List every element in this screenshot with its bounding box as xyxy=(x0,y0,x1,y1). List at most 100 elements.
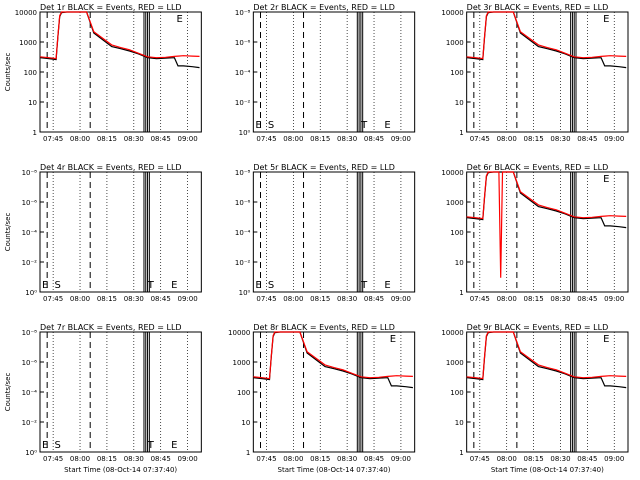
x-tick-label: 07:45 xyxy=(256,135,276,143)
event-label: T xyxy=(360,280,368,291)
x-axis-label: Start Time (08-Oct-14 07:37:40) xyxy=(491,466,604,474)
chart-panel-1: Det 1r BLACK = Events, RED = LLD 1 10 100 10… xyxy=(4,3,202,143)
y-tick-label: 10000 xyxy=(15,9,37,17)
y-tick-label: 10000 xyxy=(228,329,250,337)
y-tick-label: 10⁻² xyxy=(22,259,38,267)
x-tick-label: 08:30 xyxy=(337,135,357,143)
chart-title: Det 4r BLACK = Events, RED = LLD xyxy=(40,163,182,172)
x-tick-label: 08:15 xyxy=(310,455,330,463)
x-tick-label: 08:45 xyxy=(577,295,597,303)
event-label: S xyxy=(268,120,274,131)
event-label: E xyxy=(603,174,609,185)
y-tick-label: 10⁻² xyxy=(235,99,251,107)
event-label: E xyxy=(255,280,261,291)
y-axis-label: Counts/sec xyxy=(4,373,12,412)
y-tick-label: 1000 xyxy=(233,359,251,367)
x-tick-label: 09:00 xyxy=(604,295,624,303)
x-tick-label: 08:45 xyxy=(364,135,384,143)
y-tick-label: 10⁰ xyxy=(239,129,251,137)
chart-panel-6: Det 6r BLACK = Events, RED = LLD 1 10 100 10… xyxy=(441,163,629,303)
x-tick-label: 08:15 xyxy=(310,295,330,303)
x-tick-label: 08:45 xyxy=(577,455,597,463)
y-tick-label: 10000 xyxy=(441,169,463,177)
chart-panel-8: Det 8r BLACK = Events, RED = LLD 1 10 100 10… xyxy=(228,323,416,474)
event-label: E xyxy=(603,14,609,25)
chart-title: Det 7r BLACK = Events, RED = LLD xyxy=(40,323,182,332)
x-tick-label: 07:45 xyxy=(256,295,276,303)
x-tick-label: 08:00 xyxy=(283,295,303,303)
y-tick-label: 10 xyxy=(455,99,464,107)
y-tick-label: 1 xyxy=(459,449,463,457)
lld-series-line xyxy=(39,11,200,60)
x-tick-label: 07:45 xyxy=(470,135,490,143)
x-tick-label: 09:00 xyxy=(177,295,197,303)
x-tick-label: 09:00 xyxy=(391,455,411,463)
chart-title: Det 5r BLACK = Events, RED = LLD xyxy=(253,163,395,172)
event-label: E xyxy=(603,334,609,345)
x-axis-label: Start Time (08-Oct-14 07:37:40) xyxy=(64,466,177,474)
y-tick-label: 10 xyxy=(28,99,37,107)
y-tick-label: 10 xyxy=(455,419,464,427)
event-label: T xyxy=(147,280,155,291)
y-tick-label: 10 xyxy=(241,419,250,427)
x-tick-label: 09:00 xyxy=(604,135,624,143)
event-label: T xyxy=(147,440,155,451)
x-tick-label: 08:45 xyxy=(151,295,171,303)
x-tick-label: 08:00 xyxy=(283,455,303,463)
x-tick-label: 08:00 xyxy=(70,295,90,303)
x-tick-label: 09:00 xyxy=(604,455,624,463)
chart-title: Det 1r BLACK = Events, RED = LLD xyxy=(40,3,182,12)
y-tick-label: 100 xyxy=(450,389,463,397)
y-tick-label: 1 xyxy=(246,449,250,457)
x-axis-label: Start Time (08-Oct-14 07:37:40) xyxy=(278,466,391,474)
y-axis-label: Counts/sec xyxy=(4,213,12,252)
y-tick-label: 10⁰ xyxy=(25,289,37,297)
x-tick-label: 08:30 xyxy=(337,295,357,303)
chart-panel-2: Det 2r BLACK = Events, RED = LLD 10⁰ 10⁻² 1… xyxy=(235,3,416,143)
chart-title: Det 8r BLACK = Events, RED = LLD xyxy=(253,323,395,332)
x-tick-label: 07:45 xyxy=(43,135,63,143)
y-tick-label: 100 xyxy=(237,389,250,397)
x-tick-label: 08:00 xyxy=(70,455,90,463)
lld-series-line xyxy=(466,11,627,60)
x-tick-label: 08:15 xyxy=(523,455,543,463)
x-tick-label: 08:15 xyxy=(523,135,543,143)
x-tick-label: 08:00 xyxy=(283,135,303,143)
x-tick-label: 07:45 xyxy=(43,455,63,463)
event-label: S xyxy=(268,280,274,291)
x-tick-label: 08:30 xyxy=(550,295,570,303)
y-tick-label: 1 xyxy=(33,129,37,137)
y-tick-label: 10⁻⁶ xyxy=(235,39,251,47)
x-tick-label: 08:45 xyxy=(364,295,384,303)
x-tick-label: 08:30 xyxy=(550,455,570,463)
event-label: S xyxy=(55,280,61,291)
x-tick-label: 08:30 xyxy=(124,455,144,463)
y-tick-label: 10⁻⁴ xyxy=(22,389,38,397)
y-tick-label: 10⁰ xyxy=(25,449,37,457)
y-tick-label: 10000 xyxy=(441,9,463,17)
event-label: E xyxy=(42,280,48,291)
x-tick-label: 07:45 xyxy=(470,455,490,463)
y-tick-label: 1000 xyxy=(446,199,464,207)
y-tick-label: 1000 xyxy=(446,359,464,367)
y-tick-label: 10000 xyxy=(441,329,463,337)
chart-panel-7: Det 7r BLACK = Events, RED = LLD 10⁰ 10⁻² 1… xyxy=(4,323,202,474)
y-tick-label: 1 xyxy=(459,289,463,297)
event-label: E xyxy=(255,120,261,131)
x-tick-label: 08:00 xyxy=(497,295,517,303)
chart-panel-5: Det 5r BLACK = Events, RED = LLD 10⁰ 10⁻² 1… xyxy=(235,163,416,303)
y-tick-label: 10⁻⁶ xyxy=(22,199,38,207)
x-tick-label: 08:45 xyxy=(577,135,597,143)
x-tick-label: 08:30 xyxy=(124,295,144,303)
x-tick-label: 08:45 xyxy=(151,455,171,463)
y-tick-label: 10⁻⁴ xyxy=(22,229,38,237)
y-tick-label: 10⁻⁸ xyxy=(22,329,38,337)
chart-title: Det 2r BLACK = Events, RED = LLD xyxy=(253,3,395,12)
y-tick-label: 10⁻² xyxy=(22,419,38,427)
y-tick-label: 10⁻⁶ xyxy=(235,199,251,207)
y-tick-label: 10⁻⁶ xyxy=(22,359,38,367)
y-tick-label: 10⁻⁴ xyxy=(235,69,251,77)
event-label: E xyxy=(390,334,396,345)
lld-series-line xyxy=(466,171,627,278)
x-tick-label: 08:15 xyxy=(523,295,543,303)
